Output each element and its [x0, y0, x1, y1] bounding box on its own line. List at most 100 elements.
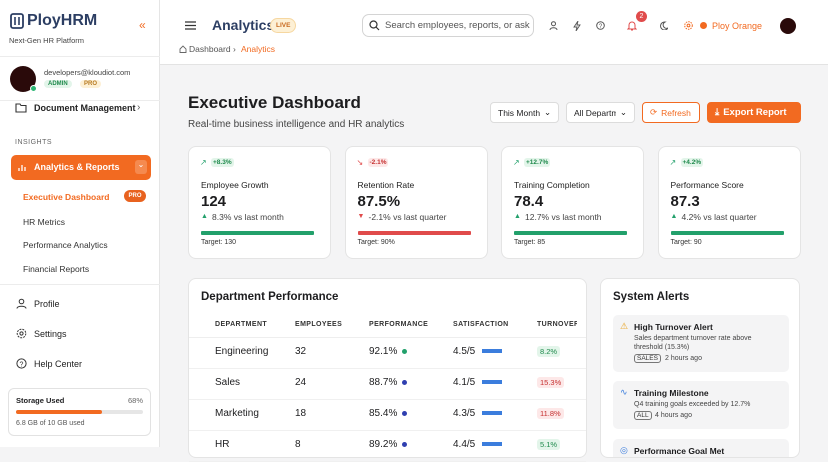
- column-header: EMPLOYEES: [295, 321, 343, 328]
- sub-nav-item[interactable]: Performance Analytics: [23, 240, 108, 250]
- kpi-card: ↗ +4.2% Performance Score 87.3 ▲ 4.2% vs last…: [657, 146, 801, 259]
- logo-icon: [10, 13, 24, 29]
- help-icon: ?: [16, 358, 27, 369]
- header-title: Analytics: [212, 17, 275, 33]
- user-name[interactable]: Ploy Orange: [712, 21, 763, 31]
- turnover-badge: 15.3%: [537, 377, 565, 388]
- chevron: ⌄: [544, 107, 552, 117]
- button-label: Refresh: [661, 107, 691, 118]
- collapse-button[interactable]: «: [139, 18, 146, 32]
- live-badge: LIVE: [270, 18, 297, 33]
- svg-text:?: ?: [20, 362, 24, 369]
- department-name: Sales: [215, 377, 241, 388]
- delta-badge: -2.1%: [367, 158, 389, 167]
- turnover-badge: 11.8%: [537, 408, 564, 419]
- alert-title: Training Milestone: [634, 388, 709, 398]
- sidebar: PloyHRM « Next-Gen HR Platform developer…: [0, 0, 160, 447]
- period-select[interactable]: This Month ⌄: [490, 102, 559, 123]
- nav-item[interactable]: Settings: [34, 329, 67, 339]
- role-badge: ADMIN: [44, 80, 72, 88]
- alert-title: Performance Goal Met: [634, 446, 725, 456]
- storage-fill: [16, 410, 102, 414]
- kpi-label: Retention Rate: [357, 180, 415, 190]
- column-header: DEPARTMENT: [215, 321, 268, 328]
- row-divider: [189, 368, 586, 369]
- alert-icon: ∿: [620, 387, 628, 397]
- trend-text: 12.7% vs last month: [525, 212, 602, 222]
- page-title: Executive Dashboard: [188, 93, 361, 112]
- performance: 88.7%: [369, 377, 398, 388]
- alert-time: 2 hours ago: [665, 355, 702, 362]
- nav-item[interactable]: Profile: [34, 299, 60, 309]
- kpi-card: ↗ +8.3% Employee Growth 124 ▲ 8.3% vs last mo…: [188, 146, 331, 259]
- divider: [0, 56, 160, 57]
- divider: [0, 100, 160, 101]
- active-group[interactable]: [11, 155, 151, 180]
- target-text: Target: 90%: [357, 239, 395, 246]
- breadcrumb-item[interactable]: Dashboard: [189, 44, 231, 54]
- button-label: Export Report: [723, 107, 787, 118]
- system-alerts-card: System Alerts ⚠ High Turnover Alert Sales …: [600, 278, 800, 458]
- kpi-value: 87.5%: [357, 193, 401, 210]
- user-icon[interactable]: [549, 21, 558, 30]
- satisfaction: 4.4/5: [453, 439, 476, 450]
- menu-icon[interactable]: [185, 21, 196, 30]
- target-bar: [514, 231, 627, 235]
- target-bar: [357, 231, 471, 235]
- search-icon: [369, 20, 380, 31]
- kpi-card: ↗ +12.7% Training Completion 78.4 ▲ 12.7% vs …: [501, 146, 644, 259]
- target-bar: [201, 231, 314, 235]
- delta-badge: +8.3%: [211, 158, 234, 167]
- expand-icon: ⌄: [135, 160, 147, 174]
- bell-icon[interactable]: [627, 20, 637, 31]
- section-label: INSIGHTS: [15, 139, 53, 146]
- sub-nav-item[interactable]: Executive Dashboard: [23, 192, 110, 202]
- performance-dot: [402, 380, 407, 385]
- bolt-icon[interactable]: [573, 21, 581, 31]
- satisfaction-bar: [482, 411, 502, 415]
- trend-arrow: ▲: [514, 213, 521, 220]
- kpi-label: Employee Growth: [201, 180, 269, 190]
- target-text: Target: 85: [514, 239, 546, 246]
- department-name: Engineering: [215, 346, 269, 357]
- delta-badge: +4.2%: [680, 158, 704, 167]
- help-icon[interactable]: ?: [596, 21, 605, 30]
- nav-item[interactable]: Help Center: [34, 359, 83, 369]
- target-text: Target: 130: [201, 239, 237, 246]
- column-header: TURNOVER: [537, 321, 577, 328]
- settings-icon: [16, 328, 27, 339]
- target-text: Target: 90: [670, 239, 702, 246]
- user-avatar[interactable]: [780, 18, 796, 34]
- trend-text: 8.3% vs last month: [212, 212, 284, 222]
- nav-item[interactable]: Document Management: [34, 103, 136, 113]
- header-divider: [189, 337, 586, 338]
- storage-title: Storage Used: [16, 396, 65, 405]
- sub-nav-item[interactable]: HR Metrics: [23, 217, 66, 227]
- card-title: Department Performance: [201, 291, 339, 303]
- moon-icon[interactable]: [659, 21, 668, 30]
- export-button[interactable]: ⤓ Export Report: [707, 102, 801, 123]
- page-subtitle: Real-time business intelligence and HR a…: [188, 119, 405, 130]
- alert-description: Q4 training goals exceeded by 12.7%: [634, 401, 751, 408]
- trend-icon: ↗: [513, 158, 520, 167]
- sub-nav-item[interactable]: Financial Reports: [23, 264, 90, 274]
- satisfaction: 4.3/5: [453, 408, 476, 419]
- alert-title: High Turnover Alert: [634, 322, 713, 332]
- storage-detail: 6.8 GB of 10 GB used: [16, 420, 85, 427]
- chart-icon: [18, 165, 26, 171]
- turnover-badge: 8.2%: [537, 346, 561, 357]
- target-bar: [670, 231, 784, 235]
- gear-icon[interactable]: [684, 21, 693, 30]
- folder-icon: [15, 103, 27, 113]
- search-box[interactable]: [362, 14, 534, 37]
- refresh-button[interactable]: ⟳ Refresh: [642, 102, 700, 123]
- trend-text: -2.1% vs last quarter: [368, 212, 447, 222]
- department-select[interactable]: All Departments⌄: [566, 102, 635, 123]
- performance-dot: [402, 442, 407, 447]
- tagline: Next-Gen HR Platform: [9, 36, 85, 45]
- department-table-card: Department Performance DEPARTMENT EMPLOYE…: [188, 278, 587, 462]
- chevron: ⌄: [619, 107, 627, 117]
- profile-icon: [16, 298, 27, 309]
- performance: 92.1%: [369, 346, 398, 357]
